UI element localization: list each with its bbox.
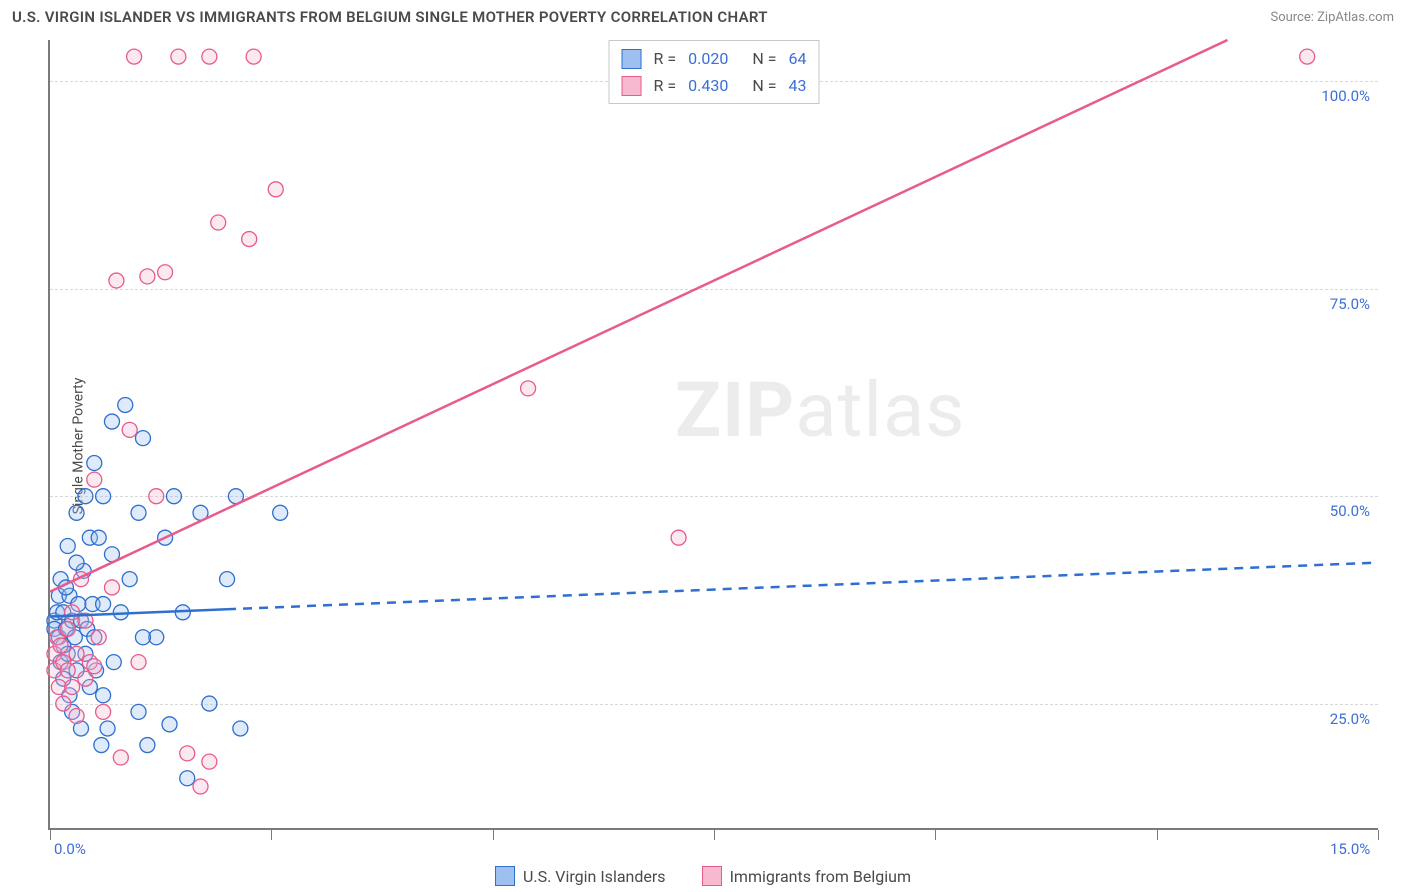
- data-point: [521, 381, 536, 396]
- data-point: [56, 696, 71, 711]
- scatter-plot: ZIPatlas R =0.020N =64R =0.430N =43 25.0…: [48, 40, 1378, 830]
- data-point: [122, 572, 137, 587]
- legend-swatch: [622, 76, 642, 96]
- data-point: [69, 505, 84, 520]
- data-point: [131, 655, 146, 670]
- trend-line: [50, 509, 227, 592]
- x-tick: [50, 830, 51, 840]
- legend-swatch: [622, 49, 642, 69]
- data-point: [87, 472, 102, 487]
- data-point: [193, 779, 208, 794]
- title-bar: U.S. VIRGIN ISLANDER VS IMMIGRANTS FROM …: [12, 8, 1394, 26]
- x-tick: [1157, 830, 1158, 840]
- data-point: [246, 49, 261, 64]
- data-point: [65, 679, 80, 694]
- data-point: [135, 630, 150, 645]
- legend-swatch: [702, 866, 722, 886]
- data-point: [202, 49, 217, 64]
- data-point: [96, 704, 111, 719]
- r-label: R =: [654, 72, 677, 99]
- chart-title: U.S. VIRGIN ISLANDER VS IMMIGRANTS FROM …: [12, 8, 768, 26]
- data-point: [122, 422, 137, 437]
- data-point: [158, 265, 173, 280]
- data-point: [106, 655, 121, 670]
- data-point: [113, 750, 128, 765]
- legend-label: U.S. Virgin Islanders: [523, 867, 666, 886]
- correlation-legend: R = 0.020 N = 64 R = 0.430 N = 43: [609, 40, 820, 104]
- data-point: [166, 489, 181, 504]
- x-tick-label: 0.0%: [54, 840, 86, 858]
- data-point: [135, 431, 150, 446]
- x-tick: [935, 830, 936, 840]
- data-point: [60, 621, 75, 636]
- data-point: [53, 638, 68, 653]
- x-tick: [493, 830, 494, 840]
- data-point: [69, 555, 84, 570]
- data-point: [91, 530, 106, 545]
- data-point: [211, 215, 226, 230]
- data-point: [96, 597, 111, 612]
- data-point: [118, 397, 133, 412]
- data-point: [180, 771, 195, 786]
- data-point: [96, 688, 111, 703]
- plot-svg: [50, 40, 1378, 828]
- data-point: [69, 709, 84, 724]
- data-point: [140, 269, 155, 284]
- data-point: [149, 489, 164, 504]
- x-tick-label: 15.0%: [1330, 840, 1370, 858]
- data-point: [87, 659, 102, 674]
- legend-row: R = 0.020 N = 64: [622, 45, 807, 72]
- n-value: 43: [788, 72, 806, 99]
- trend-line-extended: [227, 40, 1227, 509]
- data-point: [162, 717, 177, 732]
- data-point: [96, 489, 111, 504]
- data-point: [202, 696, 217, 711]
- data-point: [1300, 49, 1315, 64]
- x-tick: [271, 830, 272, 840]
- n-label: N =: [752, 45, 776, 72]
- source-attribution: Source: ZipAtlas.com: [1270, 10, 1394, 25]
- r-value: 0.430: [688, 72, 728, 99]
- data-point: [104, 580, 119, 595]
- data-point: [60, 663, 75, 678]
- r-value: 0.020: [688, 45, 728, 72]
- data-point: [140, 738, 155, 753]
- data-point: [131, 505, 146, 520]
- data-point: [233, 721, 248, 736]
- data-point: [100, 721, 115, 736]
- x-tick: [1378, 830, 1379, 840]
- data-point: [273, 505, 288, 520]
- data-point: [202, 754, 217, 769]
- data-point: [131, 704, 146, 719]
- data-point: [171, 49, 186, 64]
- data-point: [109, 273, 124, 288]
- data-point: [180, 746, 195, 761]
- legend-item: Immigrants from Belgium: [702, 866, 911, 886]
- data-point: [220, 572, 235, 587]
- trend-line-extended: [227, 563, 1378, 610]
- legend-swatch: [495, 866, 515, 886]
- r-label: R =: [654, 45, 677, 72]
- series-legend: U.S. Virgin Islanders Immigrants from Bel…: [495, 866, 911, 886]
- x-tick: [714, 830, 715, 840]
- legend-row: R = 0.430 N = 43: [622, 72, 807, 99]
- data-point: [127, 49, 142, 64]
- data-point: [242, 232, 257, 247]
- n-value: 64: [788, 45, 806, 72]
- legend-label: Immigrants from Belgium: [730, 867, 911, 886]
- n-label: N =: [752, 72, 776, 99]
- data-point: [69, 646, 84, 661]
- legend-item: U.S. Virgin Islanders: [495, 866, 666, 886]
- data-point: [87, 456, 102, 471]
- data-point: [78, 489, 93, 504]
- data-point: [104, 414, 119, 429]
- data-point: [60, 538, 75, 553]
- data-point: [91, 630, 106, 645]
- data-point: [671, 530, 686, 545]
- data-point: [65, 605, 80, 620]
- data-point: [94, 738, 109, 753]
- data-point: [268, 182, 283, 197]
